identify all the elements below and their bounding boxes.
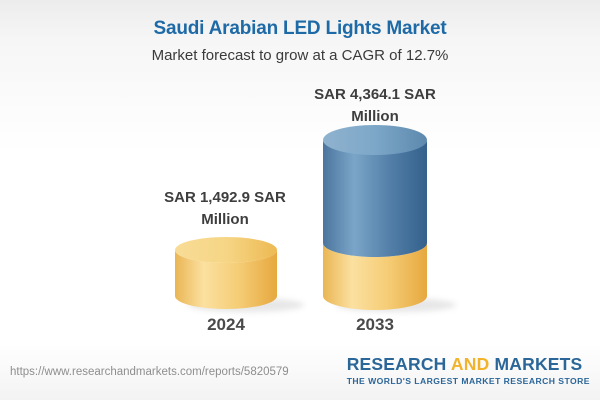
bar-2033-segment-growth bbox=[323, 140, 427, 257]
source-url: https://www.researchandmarkets.com/repor… bbox=[10, 366, 289, 378]
logo-word-research: RESEARCH bbox=[346, 354, 447, 374]
logo-word-and: AND bbox=[450, 354, 490, 374]
chart-title: Saudi Arabian LED Lights Market bbox=[153, 18, 447, 39]
bar-2033-segment-base bbox=[323, 243, 427, 310]
logo-wordmark: RESEARCH AND MARKETS bbox=[346, 354, 590, 374]
bar-2024-cylinder bbox=[175, 237, 277, 309]
x-axis-label-2024: 2024 bbox=[207, 315, 245, 334]
x-axis-label-2033: 2033 bbox=[356, 315, 394, 334]
chart-header: Saudi Arabian LED Lights Market Market f… bbox=[0, 18, 600, 64]
bar-2024-value-label: SAR 1,492.9 SAR Million bbox=[164, 189, 286, 228]
research-and-markets-logo: RESEARCH AND MARKETS THE WORLD'S LARGEST… bbox=[346, 354, 590, 386]
bar-2033-value-label: SAR 4,364.1 SAR Million bbox=[314, 86, 436, 125]
logo-tagline: THE WORLD'S LARGEST MARKET RESEARCH STOR… bbox=[346, 375, 590, 386]
chart-subtitle: Market forecast to grow at a CAGR of 12.… bbox=[151, 47, 449, 64]
logo-word-markets: MARKETS bbox=[494, 354, 583, 374]
bar-2033-cylinder bbox=[323, 125, 427, 310]
